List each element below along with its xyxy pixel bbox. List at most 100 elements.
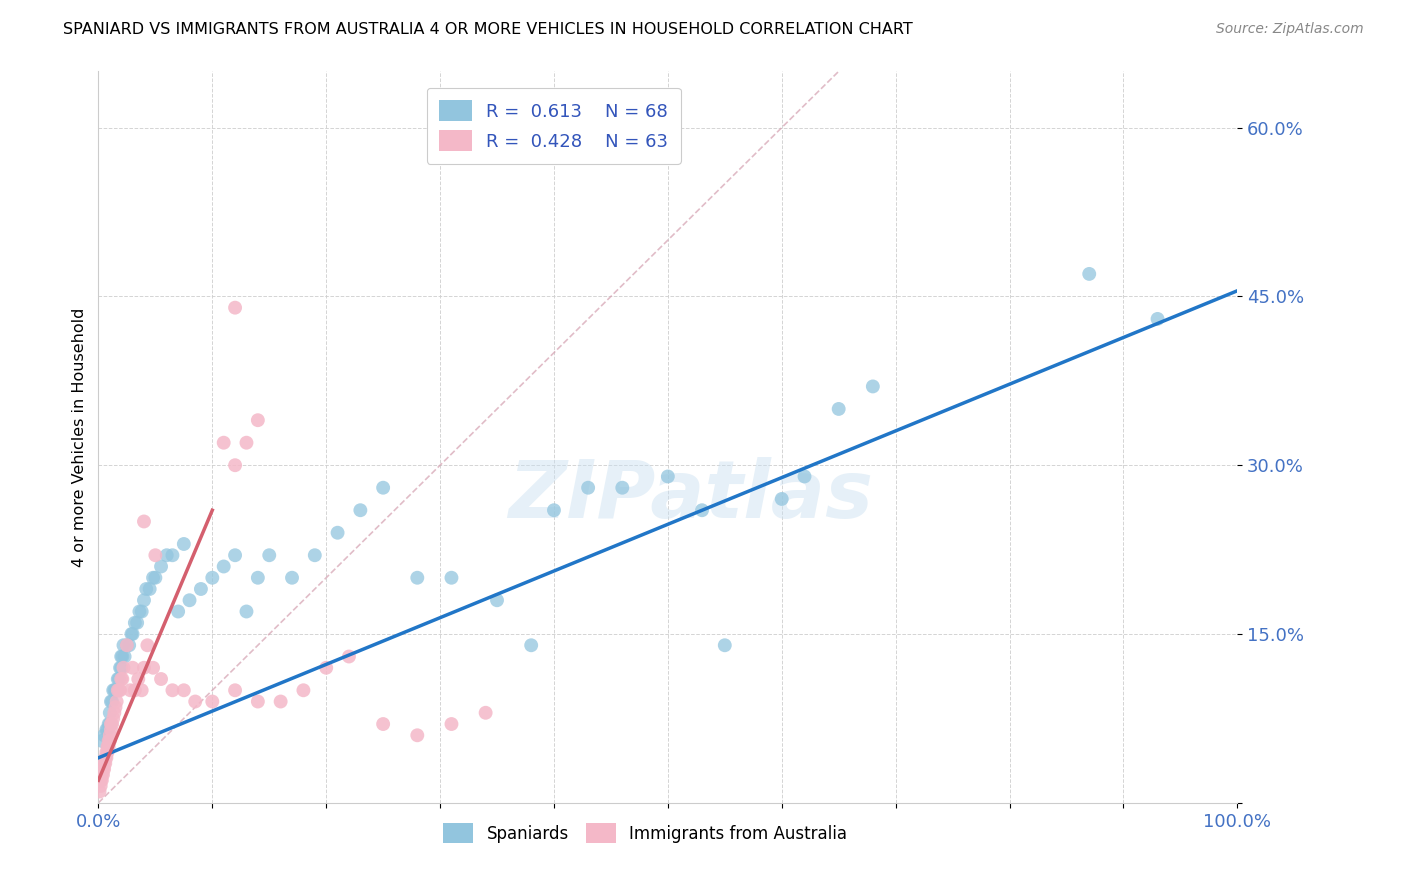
Point (259, 548, 281, 562)
Point (371, 717, 394, 731)
Point (108, 661, 131, 675)
Point (150, 672, 173, 686)
Point (190, 582, 212, 596)
Point (132, 593, 155, 607)
Point (543, 503, 565, 517)
Point (100, 717, 122, 731)
Point (150, 559, 173, 574)
Point (304, 548, 326, 562)
Point (127, 672, 149, 686)
Point (96, 751, 118, 765)
Point (96, 723, 118, 737)
Point (162, 548, 184, 562)
Point (486, 593, 509, 607)
Point (246, 694, 269, 708)
Point (111, 649, 134, 664)
Point (110, 661, 132, 675)
Point (440, 571, 463, 585)
Point (131, 605, 153, 619)
Point (94, 756, 117, 771)
Point (90, 767, 112, 781)
Text: Source: ZipAtlas.com: Source: ZipAtlas.com (1216, 22, 1364, 37)
Point (173, 683, 195, 698)
Point (224, 301, 246, 315)
Point (98, 706, 121, 720)
Point (142, 571, 165, 585)
Point (246, 413, 269, 427)
Point (110, 672, 132, 686)
Point (212, 559, 235, 574)
Point (98, 717, 121, 731)
Point (136, 638, 159, 652)
Point (131, 683, 153, 698)
Point (1146, 312, 1168, 326)
Point (115, 638, 138, 652)
Point (118, 638, 141, 652)
Point (97, 717, 120, 731)
Point (127, 615, 149, 630)
Point (224, 683, 246, 698)
Point (96, 739, 118, 754)
Point (224, 548, 246, 562)
Point (107, 683, 129, 698)
Point (96, 745, 118, 759)
Point (96, 723, 118, 737)
Point (371, 481, 394, 495)
Point (104, 700, 127, 714)
Point (142, 661, 165, 675)
Point (121, 661, 143, 675)
Point (120, 627, 142, 641)
Point (108, 672, 131, 686)
Point (246, 571, 269, 585)
Point (179, 593, 201, 607)
Point (135, 582, 157, 596)
Point (93, 762, 115, 776)
Point (108, 683, 131, 698)
Point (103, 683, 125, 698)
Point (90, 773, 112, 788)
Point (326, 525, 349, 540)
Point (100, 723, 122, 737)
Point (96, 745, 118, 759)
Point (103, 711, 125, 725)
Point (406, 571, 429, 585)
Point (94, 751, 117, 765)
Point (132, 515, 155, 529)
Point (120, 683, 142, 698)
Point (114, 649, 136, 664)
Point (145, 548, 167, 562)
Point (235, 605, 257, 619)
Point (690, 503, 713, 517)
Point (101, 717, 124, 731)
Point (93, 756, 115, 771)
Point (112, 638, 135, 652)
Point (103, 683, 125, 698)
Point (612, 481, 634, 495)
Point (862, 379, 884, 393)
Point (93, 728, 115, 742)
Point (124, 683, 146, 698)
Point (1078, 267, 1101, 281)
Point (104, 683, 127, 698)
Point (474, 706, 496, 720)
Point (100, 694, 122, 708)
Point (132, 661, 155, 675)
Text: ZIPatlas: ZIPatlas (508, 457, 873, 534)
Point (121, 627, 143, 641)
Point (184, 694, 207, 708)
Y-axis label: 4 or more Vehicles in Household: 4 or more Vehicles in Household (72, 308, 87, 566)
Point (111, 672, 134, 686)
Point (201, 571, 224, 585)
Point (98, 728, 121, 742)
Point (156, 548, 179, 562)
Point (97, 739, 120, 754)
Point (657, 469, 679, 483)
Point (90, 779, 112, 793)
Point (105, 683, 128, 698)
Point (167, 605, 190, 619)
Point (138, 582, 160, 596)
Point (112, 661, 135, 675)
Point (89, 784, 111, 798)
Point (97, 734, 120, 748)
Point (98, 734, 121, 748)
